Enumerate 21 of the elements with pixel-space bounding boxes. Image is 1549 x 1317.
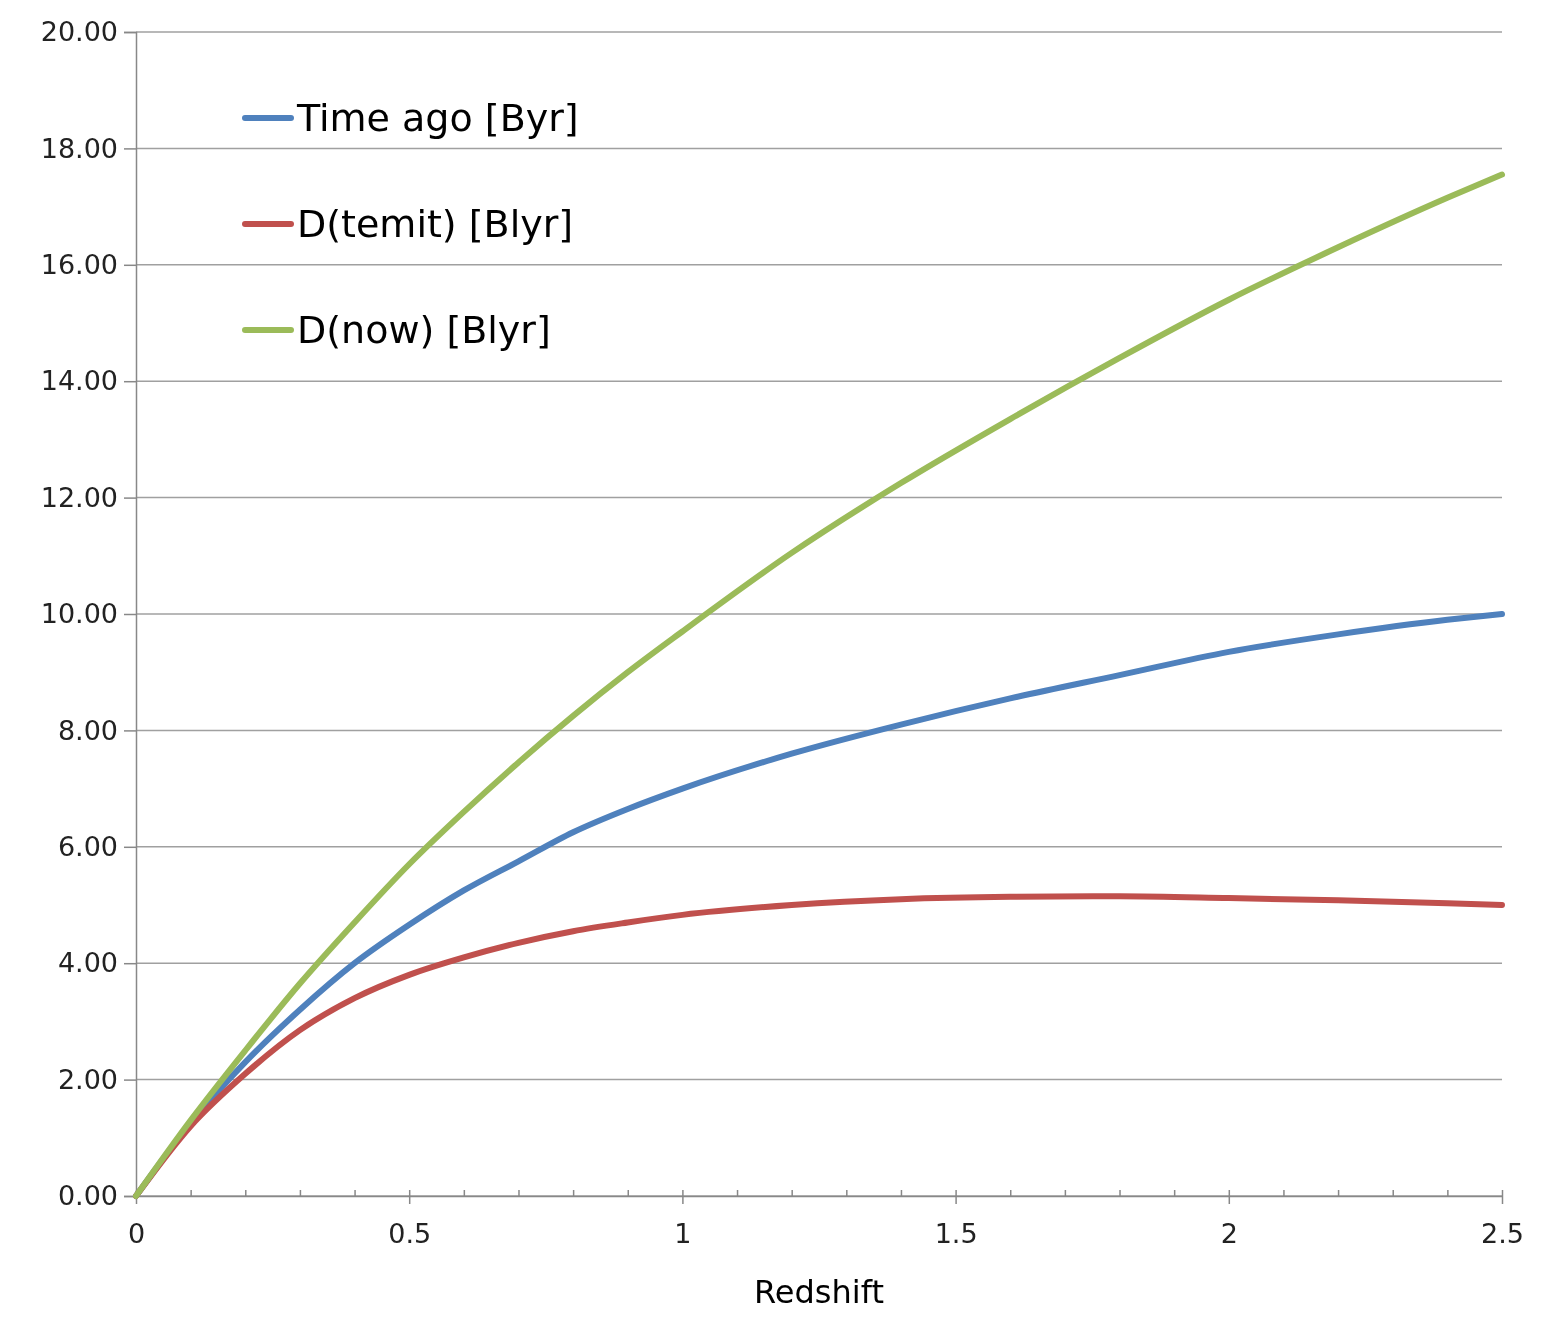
x-tick-label: 1 [674,1218,692,1250]
legend-label: D(now) [Blyr] [297,308,551,352]
y-tick-label: 4.00 [57,947,118,979]
x-axis-title: Redshift [754,1273,884,1311]
y-tick-label: 10.00 [40,598,118,630]
y-tick-label: 20.00 [40,16,118,48]
x-tick-label: 2 [1220,1218,1238,1250]
x-tick-label: 1.5 [934,1218,978,1250]
y-tick-label: 6.00 [57,830,118,862]
y-tick-label: 16.00 [40,248,118,280]
legend-label: Time ago [Byr] [296,96,579,140]
y-tick-label: 0.00 [57,1180,118,1212]
y-tick-label: 14.00 [40,365,118,397]
y-tick-label: 18.00 [40,132,118,164]
y-tick-label: 12.00 [40,481,118,513]
x-tick-label: 0 [127,1218,146,1250]
x-tick-label: 2.5 [1481,1218,1524,1250]
x-tick-label: 0.5 [388,1218,432,1250]
y-tick-label: 8.00 [57,714,118,746]
legend-label: D(temit) [Blyr] [297,202,574,246]
y-tick-label: 2.00 [57,1063,118,1095]
